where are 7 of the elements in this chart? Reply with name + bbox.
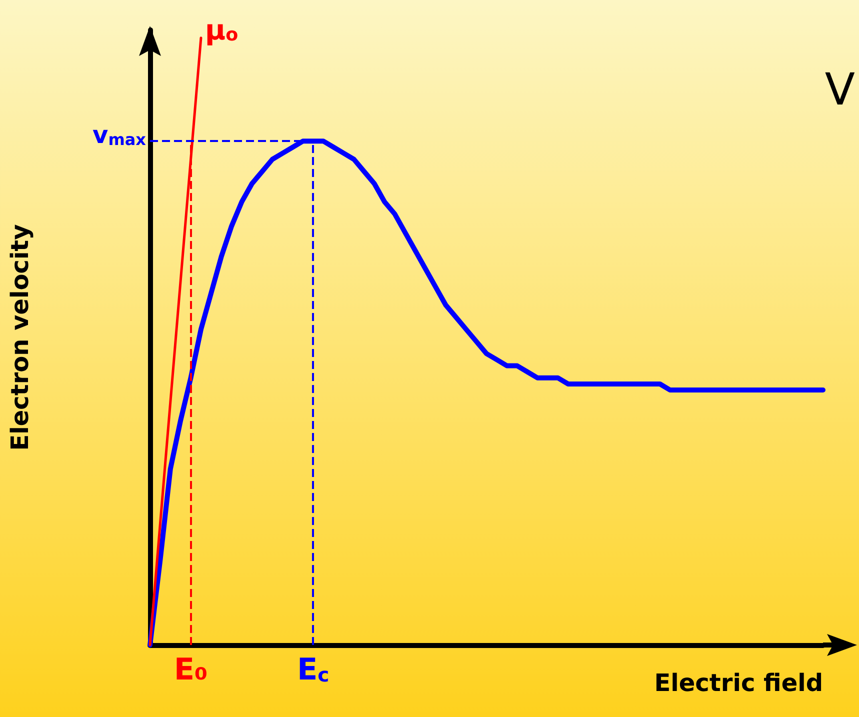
series-label: μo	[204, 13, 238, 46]
x-tick-label: E₀	[174, 652, 208, 688]
ref-line-label: v$_{max}$	[92, 121, 146, 152]
x-tick-label: Ec	[297, 652, 330, 688]
x-axis-title: Electric field	[654, 669, 823, 697]
text: V	[824, 64, 856, 116]
y-axis-title: Electron velocity	[6, 224, 34, 451]
